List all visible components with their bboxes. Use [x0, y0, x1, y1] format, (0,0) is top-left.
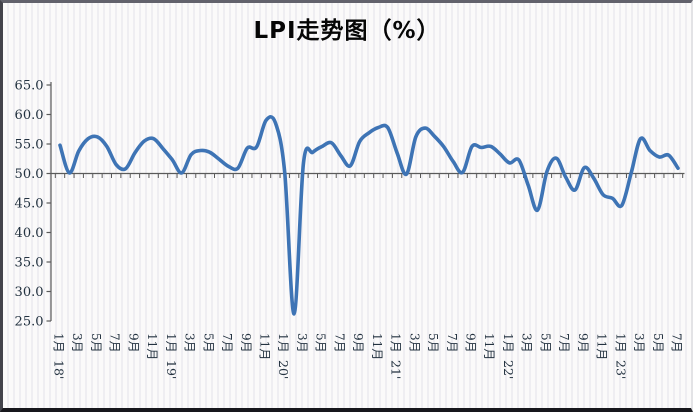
x-tick-label: 5月 [426, 333, 440, 353]
x-tick-label: 1月 [501, 333, 515, 353]
x-tick-label: 9月 [351, 333, 365, 353]
x-year-label: 22' [501, 360, 516, 379]
x-year-label: 20' [276, 360, 291, 379]
x-tick-label: 3月 [407, 333, 421, 353]
y-tick-label: 40.0 [15, 226, 44, 241]
y-axis: 65.0 60.0 55.0 50.0 45.0 40.0 35.0 30.0 25.0 [15, 79, 52, 330]
x-tick-label: 11月 [595, 333, 609, 360]
y-tick-label: 65.0 [15, 79, 44, 94]
x-tick-label: 1月 [52, 333, 66, 353]
x-tick-label: 11月 [257, 333, 271, 360]
x-tick-label: 5月 [538, 333, 552, 353]
x-tick-label: 3月 [632, 333, 646, 353]
x-tick-label: 11月 [482, 333, 496, 360]
x-tick-label: 5月 [201, 333, 215, 353]
x-tick-label: 3月 [183, 333, 197, 353]
x-tick-label: 1月 [276, 333, 290, 353]
x-tick-label: 3月 [520, 333, 534, 353]
y-tick-label: 50.0 [15, 167, 44, 182]
x-tick-label: 9月 [576, 333, 590, 353]
y-tick-label: 35.0 [15, 256, 44, 271]
y-tick-label: 25.0 [15, 315, 44, 330]
chart-title: LPI走势图（%） [253, 18, 441, 44]
x-tick-label: 1月 [164, 333, 178, 353]
x-tick-label: 5月 [314, 333, 328, 353]
x-tick-label: 7月 [108, 333, 122, 353]
x-tick-label: 7月 [445, 333, 459, 353]
x-tick-label: 1月 [613, 333, 627, 353]
x-year-label: 19' [164, 360, 179, 379]
x-tick-label: 7月 [669, 333, 683, 353]
y-tick-label: 45.0 [15, 197, 44, 212]
x-year-label: 23' [613, 360, 628, 379]
lpi-chart-svg: 65.0 60.0 55.0 50.0 45.0 40.0 35.0 30.0 25.0 1月 18… [15, 79, 685, 379]
x-tick-label: 1月 [389, 333, 403, 353]
x-tick-label: 3月 [70, 333, 84, 353]
x-tick-label: 9月 [239, 333, 253, 353]
x-tick-label: 5月 [651, 333, 665, 353]
y-tick-label: 60.0 [15, 108, 44, 123]
x-axis [51, 172, 685, 178]
y-tick-label: 30.0 [15, 285, 44, 300]
x-tick-label: 9月 [126, 333, 140, 353]
x-year-label: 21' [389, 360, 404, 379]
x-tick-label: 3月 [295, 333, 309, 353]
x-tick-label: 7月 [220, 333, 234, 353]
y-tick-label: 55.0 [15, 138, 44, 153]
lpi-series-line [58, 115, 680, 316]
x-tick-label: 11月 [370, 333, 384, 360]
x-tick-label: 7月 [557, 333, 571, 353]
x-year-label: 18' [52, 360, 67, 379]
x-tick-label: 9月 [463, 333, 477, 353]
x-tick-label: 5月 [89, 333, 103, 353]
x-tick-label: 11月 [145, 333, 159, 360]
x-tick-label: 7月 [332, 333, 346, 353]
